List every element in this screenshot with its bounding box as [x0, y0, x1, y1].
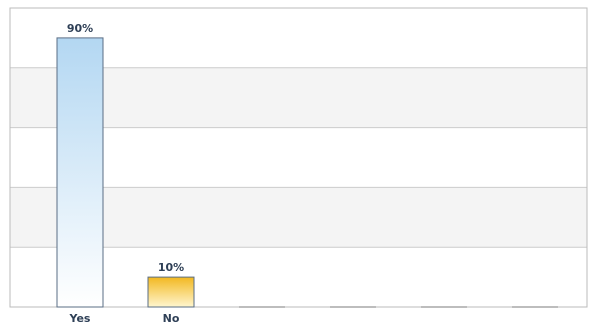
bars: [56, 37, 558, 308]
plot-bands: [10, 67, 587, 248]
plot-band: [10, 187, 587, 248]
data-label: 10%: [158, 261, 184, 274]
data-labels: 90% 10%: [67, 22, 184, 274]
empty-bar-placeholder: [239, 306, 285, 308]
empty-bar-placeholder: [512, 306, 558, 308]
x-tick-label: Yes: [69, 312, 91, 325]
bar-no: [147, 276, 195, 308]
x-tick-labels: Yes No: [69, 312, 180, 325]
gridlines: [10, 67, 587, 248]
data-label: 90%: [67, 22, 93, 35]
plot-area-frame: [9, 7, 588, 308]
x-tick-label: No: [163, 312, 180, 325]
plot-band: [10, 67, 587, 128]
empty-bar-placeholder: [330, 306, 376, 308]
bar-yes: [56, 37, 104, 308]
empty-bar-placeholder: [421, 306, 467, 308]
